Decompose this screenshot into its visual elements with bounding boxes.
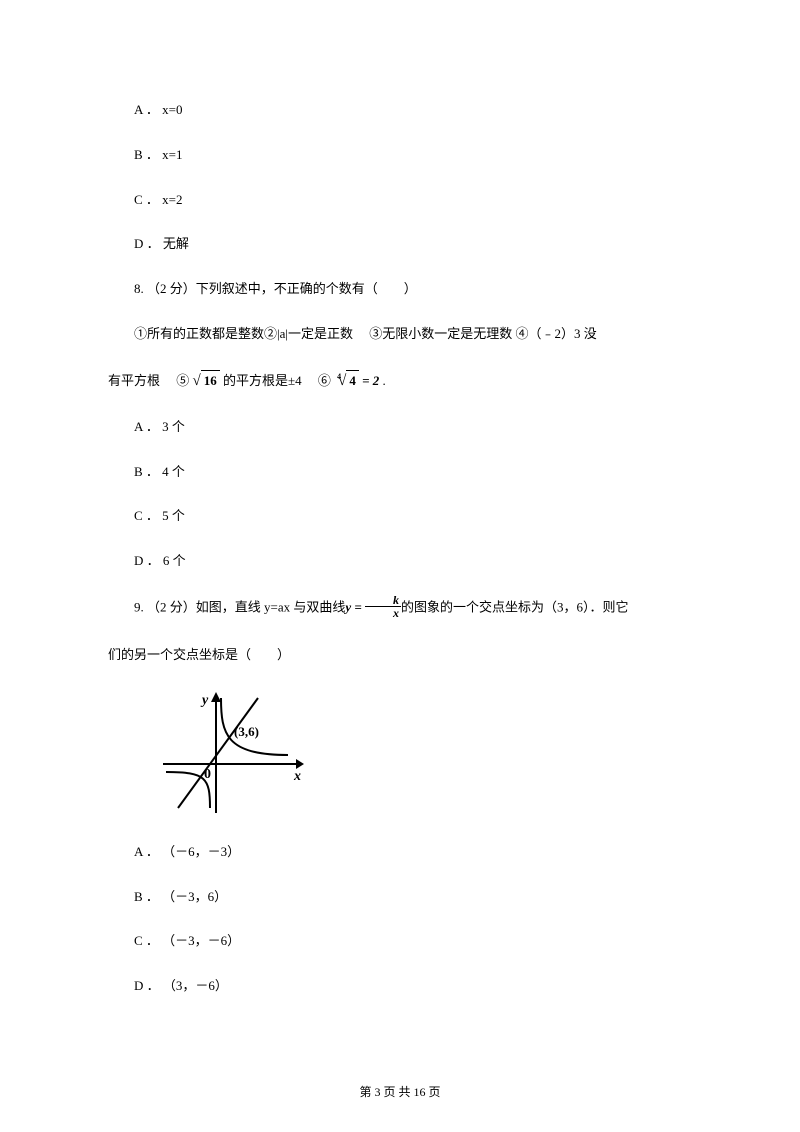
q8-statements-line2: 有平方根 ⑤ √16 的平方根是±4 ⑥ 4√4 = 2 . xyxy=(108,369,692,393)
q8-l2-p2: 有平方根 ⑤ xyxy=(108,373,193,388)
q9-stem-p2: 的图象的一个交点坐标为（3，6）．则它 xyxy=(401,599,629,614)
q8-l2-end: . xyxy=(379,373,386,388)
prev-option-c: C ． x=2 xyxy=(108,190,692,211)
q9-stem-line1: 9. （2 分）如图，直线 y=ax 与双曲线y = kx的图象的一个交点坐标为… xyxy=(108,596,692,621)
q8-option-a: A ． 3 个 xyxy=(108,417,692,438)
sqrt-4-4th: 4√4 xyxy=(334,369,359,393)
sqrt-16: √16 xyxy=(193,369,220,393)
svg-text:x: x xyxy=(293,769,301,784)
graph-svg: y x 0 (3,6) xyxy=(158,690,308,818)
q8-option-d: D ． 6 个 xyxy=(108,551,692,572)
q9-option-c: C ． （－3，－6） xyxy=(108,931,692,952)
svg-text:y: y xyxy=(200,693,209,708)
q8-option-b: B ． 4 个 xyxy=(108,462,692,483)
frac-kx: kx xyxy=(365,594,401,619)
q9-graph: y x 0 (3,6) xyxy=(158,690,692,818)
svg-text:(3,6): (3,6) xyxy=(234,724,259,739)
q8-l2-p3: 的平方根是±4 ⑥ xyxy=(220,373,334,388)
q8-stem: 8. （2 分）下列叙述中，不正确的个数有（ ） xyxy=(108,279,692,300)
prev-option-a: A ． x=0 xyxy=(108,100,692,121)
q8-option-c: C ． 5 个 xyxy=(108,506,692,527)
prev-option-d: D ． 无解 xyxy=(108,234,692,255)
q9-stem-line2: 们的另一个交点坐标是（ ） xyxy=(108,645,692,666)
q9-option-b: B ． （－3，6） xyxy=(108,887,692,908)
q9-option-a: A ． （－6，－3） xyxy=(108,842,692,863)
q9-option-d: D ． （3，－6） xyxy=(108,976,692,997)
q9-stem-p1: 9. （2 分）如图，直线 y=ax 与双曲线 xyxy=(134,599,345,614)
page-footer: 第 3 页 共 16 页 xyxy=(0,1083,800,1102)
q8-statements-line1: ①所有的正数都是整数②|a|一定是正数 ③无限小数一定是无理数 ④（﹣2）3 没 xyxy=(108,324,692,345)
prev-option-b: B ． x=1 xyxy=(108,145,692,166)
y-eq: y = xyxy=(345,599,365,614)
eq-2: = 2 xyxy=(359,373,379,388)
svg-text:0: 0 xyxy=(204,767,211,782)
